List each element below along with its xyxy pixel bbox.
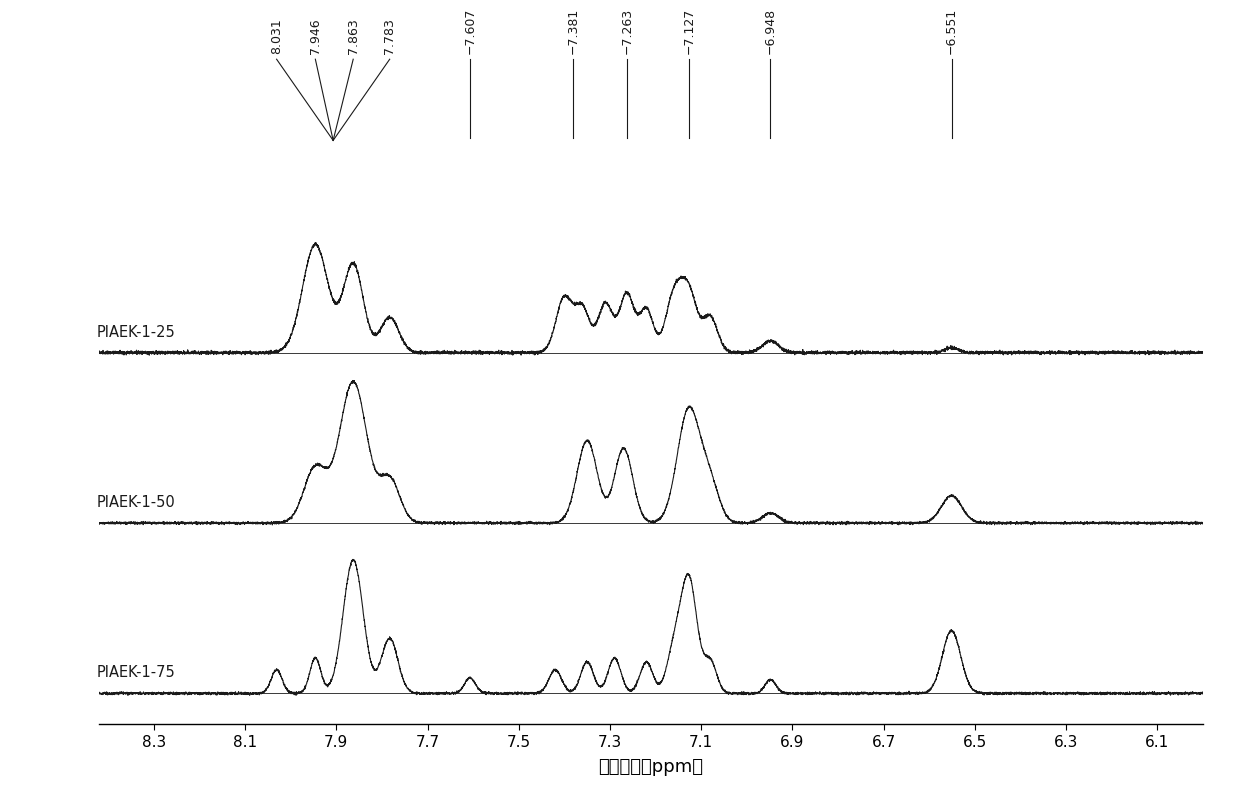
Text: 7.783: 7.783 [383,18,397,54]
Text: 7.946: 7.946 [309,18,322,54]
Text: PIAEK-1-75: PIAEK-1-75 [97,665,176,681]
Text: −7.381: −7.381 [567,7,579,54]
Text: −6.551: −6.551 [945,7,959,54]
Text: −7.607: −7.607 [464,7,476,54]
Text: −7.127: −7.127 [682,7,696,54]
Text: PIAEK-1-25: PIAEK-1-25 [97,325,176,340]
Text: −6.948: −6.948 [764,8,777,54]
X-axis label: 化学位移（ppm）: 化学位移（ppm） [599,758,703,776]
Text: −7.263: −7.263 [620,8,634,54]
Text: 7.863: 7.863 [347,18,360,54]
Text: 8.031: 8.031 [270,18,283,54]
Text: PIAEK-1-50: PIAEK-1-50 [97,495,176,510]
